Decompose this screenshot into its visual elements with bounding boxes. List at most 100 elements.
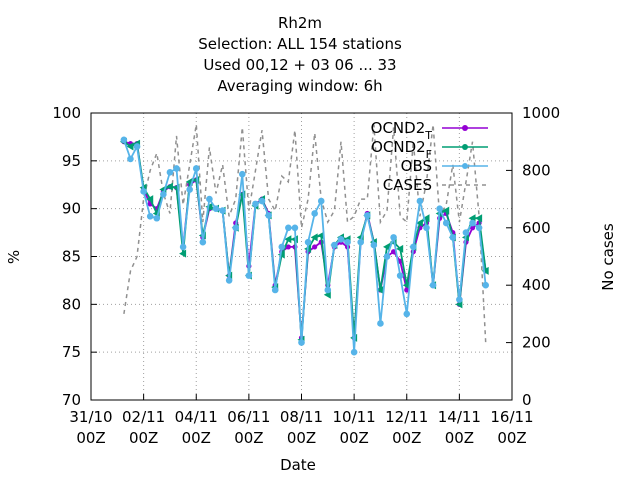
data-point	[311, 210, 318, 217]
data-point	[422, 214, 430, 223]
data-point	[166, 169, 174, 176]
data-point	[219, 207, 226, 214]
legend-label: OBS	[401, 157, 432, 175]
data-point	[402, 281, 410, 290]
data-point	[298, 339, 305, 346]
data-point	[442, 206, 450, 215]
data-point	[410, 243, 417, 251]
legend-label: OCND2F	[371, 138, 432, 161]
data-point	[160, 191, 167, 198]
y-tick-label: 70	[62, 391, 81, 409]
y2-axis-label: No cases	[599, 223, 617, 291]
data-point	[396, 244, 404, 253]
y-tick-label: 95	[62, 152, 81, 170]
data-point	[179, 249, 187, 258]
x-tick-label: 02/11 00Z	[122, 408, 165, 447]
data-point	[258, 197, 266, 205]
plot-frame	[90, 112, 513, 401]
legend-label: CASES	[383, 176, 432, 194]
legend-marker	[462, 144, 468, 150]
data-point	[449, 234, 457, 241]
x-tick-label: 08/11 00Z	[280, 408, 323, 447]
chart-title: Selection: ALL 154 stations	[198, 35, 402, 53]
y2-tick-label: 1000	[522, 104, 560, 122]
y-tick-label: 100	[52, 104, 81, 122]
y-tick-label: 75	[62, 343, 81, 361]
data-point	[146, 195, 154, 204]
x-tick-label: 10/11 00Z	[333, 408, 376, 447]
data-point	[285, 224, 292, 232]
y-tick-label: 90	[62, 200, 81, 218]
data-point	[415, 219, 423, 228]
data-point	[291, 224, 299, 232]
x-tick-label: 14/11 00Z	[438, 408, 481, 447]
data-point	[252, 200, 259, 208]
data-point	[179, 243, 187, 251]
data-point	[120, 136, 128, 144]
y-tick-label: 85	[62, 248, 81, 266]
x-tick-label: 16/11 00Z	[490, 408, 533, 447]
data-point	[370, 241, 378, 249]
y-tick-label: 80	[62, 295, 81, 313]
data-point	[469, 225, 476, 231]
x-tick-label: 31/10 00Z	[69, 408, 112, 447]
data-point	[429, 281, 437, 289]
data-point	[317, 231, 325, 240]
y2-tick-label: 800	[522, 161, 551, 179]
data-point	[212, 205, 220, 212]
data-point	[357, 238, 365, 246]
data-point	[140, 188, 147, 195]
y2-tick-label: 400	[522, 276, 551, 294]
data-point	[285, 244, 291, 250]
data-point	[475, 214, 483, 223]
data-point	[153, 214, 161, 222]
data-point	[186, 186, 193, 193]
legend-marker	[462, 163, 468, 169]
data-point	[377, 320, 384, 327]
data-point	[442, 219, 450, 227]
data-point	[390, 234, 397, 241]
data-point	[265, 212, 272, 219]
data-point	[232, 224, 240, 232]
legend-marker	[462, 125, 468, 131]
legend-label: OCND2T	[371, 119, 433, 142]
data-point	[199, 238, 207, 246]
x-tick-label: 12/11 00Z	[385, 408, 428, 447]
data-point	[271, 286, 279, 294]
data-point	[469, 219, 476, 227]
data-point	[133, 143, 141, 150]
data-point	[344, 238, 351, 246]
y2-tick-label: 600	[522, 219, 551, 237]
data-point	[423, 224, 430, 232]
data-point	[310, 233, 318, 242]
data-point	[390, 249, 397, 255]
data-point	[284, 235, 292, 244]
data-point	[238, 170, 246, 178]
data-point	[482, 281, 489, 289]
data-point	[192, 165, 200, 172]
data-point	[456, 296, 463, 303]
y2-tick-label: 200	[522, 334, 551, 352]
data-point	[165, 182, 173, 191]
chart-title: Averaging window: 6h	[217, 77, 382, 95]
data-point	[376, 285, 384, 294]
data-point	[127, 155, 134, 163]
data-point	[312, 244, 318, 250]
data-point	[304, 238, 312, 246]
data-point	[396, 272, 404, 279]
data-point	[146, 213, 154, 220]
y2-tick-label: 0	[522, 391, 532, 409]
data-point	[436, 205, 443, 212]
chart-title: Used 00,12 + 03 06 ... 33	[203, 56, 396, 74]
data-point	[475, 224, 483, 232]
data-point	[350, 348, 358, 356]
data-point	[317, 197, 325, 205]
data-point	[363, 212, 371, 219]
data-point	[403, 310, 411, 318]
data-point	[337, 235, 345, 243]
x-axis-label: Date	[280, 456, 316, 474]
data-point	[331, 241, 338, 249]
data-point	[404, 287, 410, 293]
data-point	[173, 165, 180, 172]
